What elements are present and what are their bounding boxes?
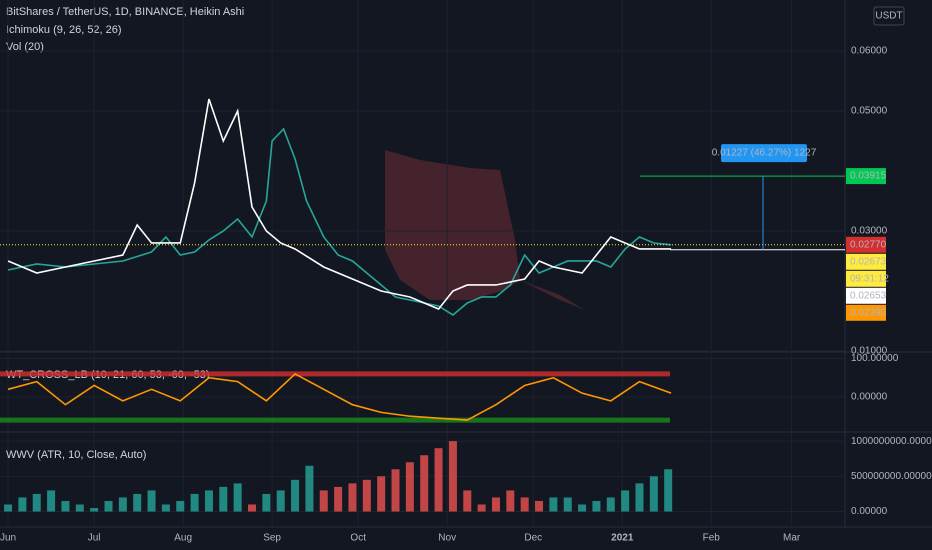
bar: [592, 500, 601, 512]
x-tick-label: Dec: [524, 533, 542, 544]
bar: [104, 500, 113, 512]
measure-box: [721, 144, 807, 163]
bar: [32, 493, 41, 512]
bar: [204, 490, 213, 512]
x-tick-label: Mar: [783, 533, 801, 544]
price-tag: [846, 168, 886, 185]
price-tag: [846, 287, 886, 304]
cloud: [385, 150, 585, 310]
price-tag-label: 0.02770: [850, 239, 887, 250]
x-tick-label: Jul: [88, 533, 101, 544]
y-tick-label: 0.00000: [851, 392, 888, 403]
y-tick-label: 500000000.00000: [851, 471, 932, 482]
x-tick-label: Oct: [350, 533, 366, 544]
bar: [477, 504, 486, 512]
x-tick-label: Nov: [438, 533, 456, 544]
y-tick-label: 0.05000: [851, 106, 888, 117]
price-tag-label: 0.02653: [850, 290, 887, 301]
measure-label: 0.01227 (46.27%) 1227: [712, 148, 817, 159]
price-tag: [846, 253, 886, 270]
bar: [405, 462, 414, 512]
bar: [635, 483, 644, 512]
bar: [621, 490, 630, 512]
bar: [520, 497, 529, 512]
bar: [334, 486, 343, 512]
bar: [463, 490, 472, 512]
bar: [262, 493, 271, 512]
bar: [549, 497, 558, 512]
bar: [161, 504, 170, 512]
bar: [434, 448, 443, 512]
y-tick-label: 0.00000: [851, 506, 888, 517]
bar: [219, 486, 228, 512]
x-tick-label: Jun: [0, 533, 16, 544]
currency-button[interactable]: [873, 6, 905, 26]
price-tag: [846, 236, 886, 253]
indicator-label: Ichimoku (9, 26, 52, 26): [6, 24, 122, 36]
bar: [535, 500, 544, 512]
bar: [563, 497, 572, 512]
bar: [377, 476, 386, 512]
bar: [118, 497, 127, 512]
bar: [4, 504, 13, 512]
bar: [291, 479, 300, 512]
bar: [506, 490, 515, 512]
y-tick-label: 100.00000: [851, 353, 899, 364]
price-tag-label: 09:31:12: [850, 273, 889, 284]
bar: [190, 493, 199, 512]
price-tag-label: 0.02673: [850, 256, 887, 267]
series-line: [7, 372, 672, 421]
y-tick-label: 0.06000: [851, 46, 888, 57]
y-tick-label: 1000000000.00000: [851, 436, 932, 447]
bar: [305, 465, 314, 512]
currency-button-label[interactable]: USDT: [875, 11, 902, 22]
bar: [47, 490, 56, 512]
bar: [420, 455, 429, 512]
price-tag: [846, 304, 886, 321]
bar: [248, 504, 257, 512]
bar: [578, 504, 587, 512]
price-tag-label: 0.02390: [850, 307, 887, 318]
bar: [75, 504, 84, 512]
bar: [362, 479, 371, 512]
bar: [133, 493, 142, 512]
bar: [606, 497, 615, 512]
bar: [90, 508, 99, 512]
bar: [319, 490, 328, 512]
bar: [233, 483, 242, 512]
indicator-label: Vol (20): [6, 41, 44, 53]
series-line: [7, 98, 672, 310]
x-tick-label: Aug: [174, 533, 192, 544]
x-tick-label: Feb: [703, 533, 721, 544]
x-tick-label: 2021: [611, 533, 634, 544]
bar: [147, 490, 156, 512]
bar: [391, 469, 400, 512]
y-tick-label: 0.01000: [851, 346, 888, 357]
bar: [276, 490, 285, 512]
price-tag: [846, 270, 886, 287]
bar: [491, 497, 500, 512]
bar: [18, 497, 27, 512]
bar: [348, 483, 357, 512]
panel-title: WWV (ATR, 10, Close, Auto): [6, 449, 146, 461]
series-line: [7, 127, 672, 316]
price-tag-label: 0.03915: [850, 171, 887, 182]
bar: [649, 476, 658, 512]
bar: [664, 469, 673, 512]
y-tick-label: 0.03000: [851, 226, 888, 237]
bar: [61, 500, 70, 512]
bar: [176, 500, 185, 512]
chart-title: BitShares / TetherUS, 1D, BINANCE, Heiki…: [6, 6, 244, 18]
x-tick-label: Sep: [263, 533, 281, 544]
bar: [448, 441, 457, 512]
